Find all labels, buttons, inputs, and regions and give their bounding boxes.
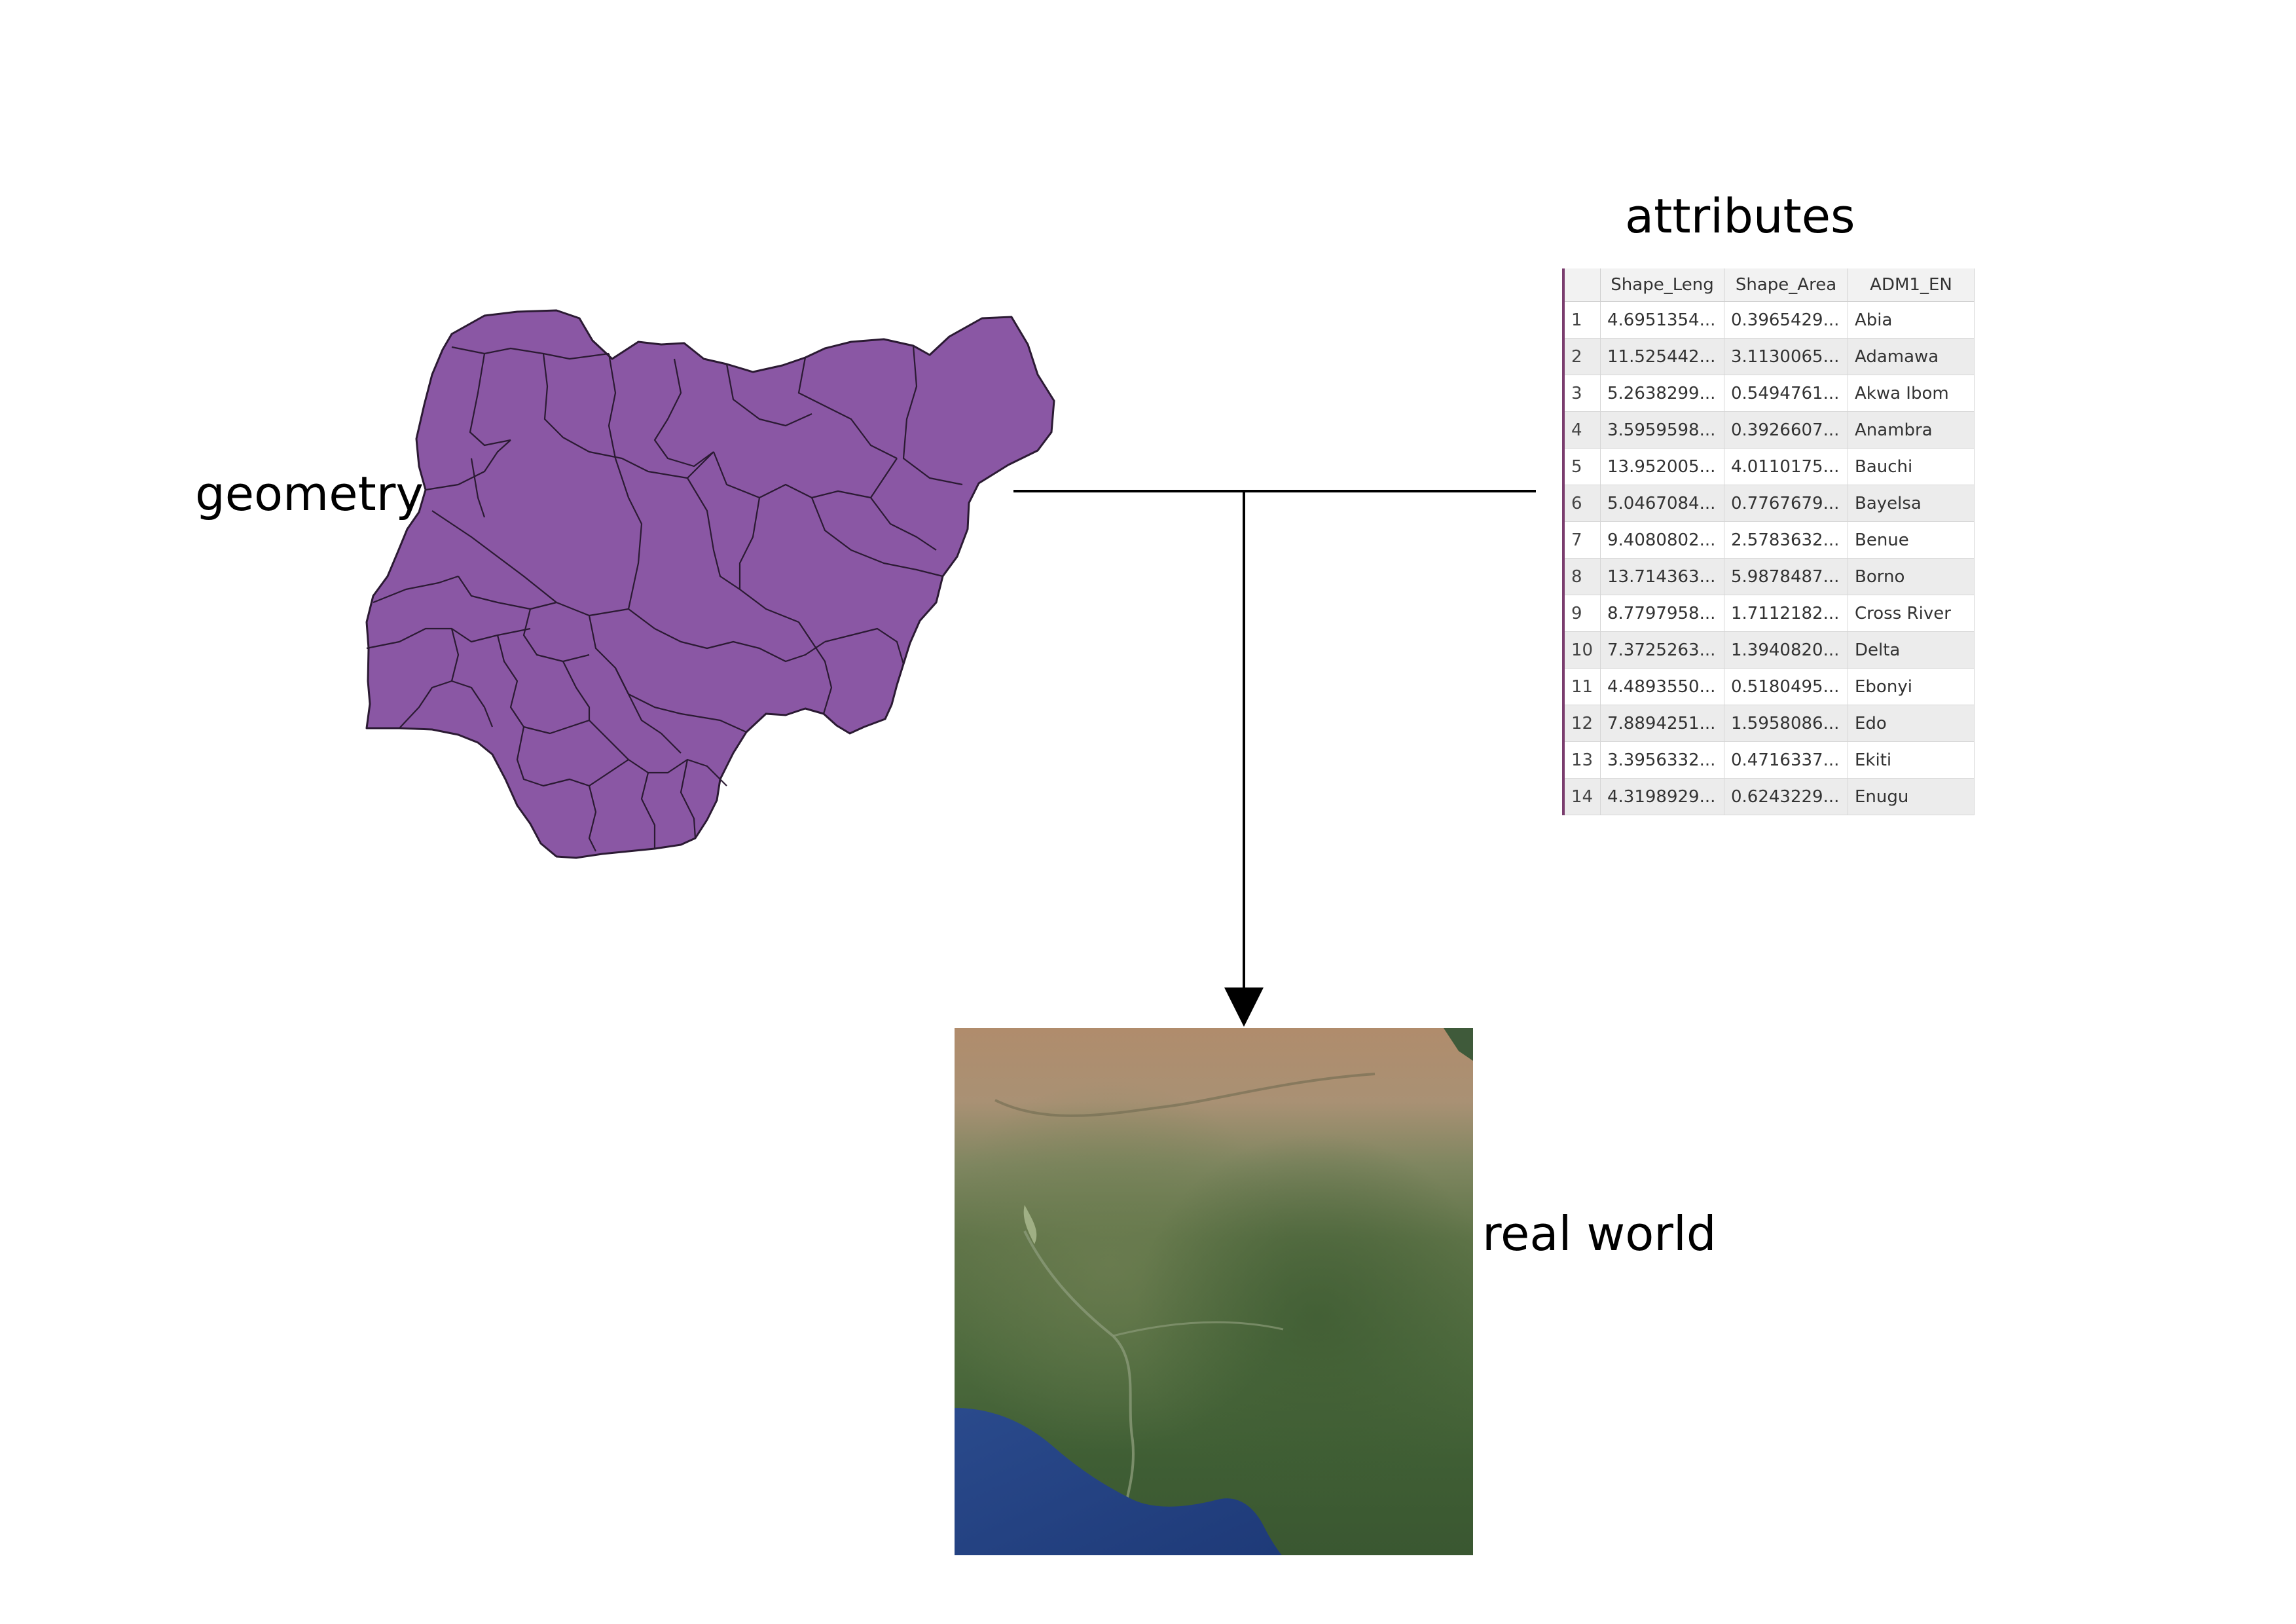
- cell-adm1-en[interactable]: Abia: [1848, 301, 1975, 339]
- cell-shape-area[interactable]: 0.4716337...: [1724, 741, 1848, 779]
- cell-shape-leng[interactable]: 5.2638299...: [1600, 375, 1724, 412]
- cell-adm1-en[interactable]: Adamawa: [1848, 338, 1975, 375]
- cell-shape-leng[interactable]: 7.3725263...: [1600, 631, 1724, 669]
- cell-adm1-en[interactable]: Ekiti: [1848, 741, 1975, 779]
- row-number[interactable]: 6: [1563, 485, 1601, 522]
- arrowhead-icon: [1224, 987, 1264, 1027]
- cell-shape-area[interactable]: 1.3940820...: [1724, 631, 1848, 669]
- state-borders: [366, 345, 963, 852]
- row-number[interactable]: 7: [1563, 521, 1601, 559]
- table-row[interactable]: 7 9.4080802... 2.5783632... Benue: [1563, 521, 1975, 559]
- row-number[interactable]: 2: [1563, 338, 1601, 375]
- row-number[interactable]: 1: [1563, 301, 1601, 339]
- table-row[interactable]: 5 13.952005... 4.0110175... Bauchi: [1563, 448, 1975, 485]
- table-row[interactable]: 6 5.0467084... 0.7767679... Bayelsa: [1563, 485, 1975, 522]
- cell-shape-area[interactable]: 1.5958086...: [1724, 705, 1848, 742]
- cell-shape-area[interactable]: 4.0110175...: [1724, 448, 1848, 485]
- geometry-label: geometry: [195, 466, 424, 521]
- cell-shape-area[interactable]: 2.5783632...: [1724, 521, 1848, 559]
- cell-adm1-en[interactable]: Borno: [1848, 558, 1975, 595]
- row-number[interactable]: 3: [1563, 375, 1601, 412]
- row-number[interactable]: 10: [1563, 631, 1601, 669]
- cell-adm1-en[interactable]: Benue: [1848, 521, 1975, 559]
- column-header-shape-area[interactable]: Shape_Area: [1724, 268, 1848, 302]
- row-number[interactable]: 9: [1563, 595, 1601, 632]
- cell-shape-leng[interactable]: 13.714363...: [1600, 558, 1724, 595]
- row-number[interactable]: 5: [1563, 448, 1601, 485]
- cell-shape-area[interactable]: 0.5180495...: [1724, 668, 1848, 705]
- cell-shape-leng[interactable]: 4.4893550...: [1600, 668, 1724, 705]
- cell-shape-area[interactable]: 0.6243229...: [1724, 778, 1848, 815]
- cell-adm1-en[interactable]: Akwa Ibom: [1848, 375, 1975, 412]
- cell-shape-area[interactable]: 0.7767679...: [1724, 485, 1848, 522]
- table-body: 1 4.6951354... 0.3965429... Abia 2 11.525442.…: [1563, 301, 1975, 815]
- nigeria-map: [365, 309, 1055, 859]
- cell-shape-area[interactable]: 0.3965429...: [1724, 301, 1848, 339]
- cell-adm1-en[interactable]: Edo: [1848, 705, 1975, 742]
- row-number[interactable]: 14: [1563, 778, 1601, 815]
- column-header-index[interactable]: [1563, 268, 1601, 302]
- row-number[interactable]: 13: [1563, 741, 1601, 779]
- table-row[interactable]: 13 3.3956332... 0.4716337... Ekiti: [1563, 741, 1975, 779]
- table-row[interactable]: 1 4.6951354... 0.3965429... Abia: [1563, 301, 1975, 339]
- real-world-label: real world: [1482, 1206, 1717, 1261]
- map-outline: [365, 309, 1055, 859]
- cell-shape-leng[interactable]: 9.4080802...: [1600, 521, 1724, 559]
- cell-shape-leng[interactable]: 7.8894251...: [1600, 705, 1724, 742]
- table-row[interactable]: 11 4.4893550... 0.5180495... Ebonyi: [1563, 668, 1975, 705]
- cell-shape-area[interactable]: 5.9878487...: [1724, 558, 1848, 595]
- cell-shape-area[interactable]: 0.3926607...: [1724, 411, 1848, 449]
- column-header-adm1-en[interactable]: ADM1_EN: [1848, 268, 1975, 302]
- cell-shape-area[interactable]: 0.5494761...: [1724, 375, 1848, 412]
- cell-shape-leng[interactable]: 8.7797958...: [1600, 595, 1724, 632]
- table-row[interactable]: 14 4.3198929... 0.6243229... Enugu: [1563, 778, 1975, 815]
- cell-adm1-en[interactable]: Bauchi: [1848, 448, 1975, 485]
- cell-shape-leng[interactable]: 11.525442...: [1600, 338, 1724, 375]
- row-number[interactable]: 8: [1563, 558, 1601, 595]
- row-number[interactable]: 12: [1563, 705, 1601, 742]
- column-header-shape-leng[interactable]: Shape_Leng: [1600, 268, 1724, 302]
- connector-arrow: [1013, 490, 1536, 990]
- attributes-label: attributes: [1625, 189, 1855, 244]
- cell-shape-area[interactable]: 1.7112182...: [1724, 595, 1848, 632]
- cell-shape-leng[interactable]: 5.0467084...: [1600, 485, 1724, 522]
- cell-shape-leng[interactable]: 3.5959598...: [1600, 411, 1724, 449]
- attribute-table: Shape_Leng Shape_Area ADM1_EN 1 4.6951354…: [1562, 268, 1975, 815]
- cell-adm1-en[interactable]: Cross River: [1848, 595, 1975, 632]
- table-row[interactable]: 4 3.5959598... 0.3926607... Anambra: [1563, 411, 1975, 449]
- cell-shape-leng[interactable]: 4.6951354...: [1600, 301, 1724, 339]
- satellite-image: [955, 1028, 1473, 1555]
- row-number[interactable]: 4: [1563, 411, 1601, 449]
- table-header-row: Shape_Leng Shape_Area ADM1_EN: [1563, 268, 1975, 302]
- table-row[interactable]: 3 5.2638299... 0.5494761... Akwa Ibom: [1563, 375, 1975, 412]
- table-row[interactable]: 12 7.8894251... 1.5958086... Edo: [1563, 705, 1975, 742]
- cell-adm1-en[interactable]: Enugu: [1848, 778, 1975, 815]
- table-row[interactable]: 2 11.525442... 3.1130065... Adamawa: [1563, 338, 1975, 375]
- table-row[interactable]: 9 8.7797958... 1.7112182... Cross River: [1563, 595, 1975, 632]
- cell-shape-leng[interactable]: 3.3956332...: [1600, 741, 1724, 779]
- cell-shape-area[interactable]: 3.1130065...: [1724, 338, 1848, 375]
- cell-shape-leng[interactable]: 13.952005...: [1600, 448, 1724, 485]
- row-number[interactable]: 11: [1563, 668, 1601, 705]
- cell-adm1-en[interactable]: Anambra: [1848, 411, 1975, 449]
- cell-adm1-en[interactable]: Ebonyi: [1848, 668, 1975, 705]
- cell-shape-leng[interactable]: 4.3198929...: [1600, 778, 1724, 815]
- table-row[interactable]: 8 13.714363... 5.9878487... Borno: [1563, 558, 1975, 595]
- table-row[interactable]: 10 7.3725263... 1.3940820... Delta: [1563, 631, 1975, 669]
- cell-adm1-en[interactable]: Delta: [1848, 631, 1975, 669]
- cell-adm1-en[interactable]: Bayelsa: [1848, 485, 1975, 522]
